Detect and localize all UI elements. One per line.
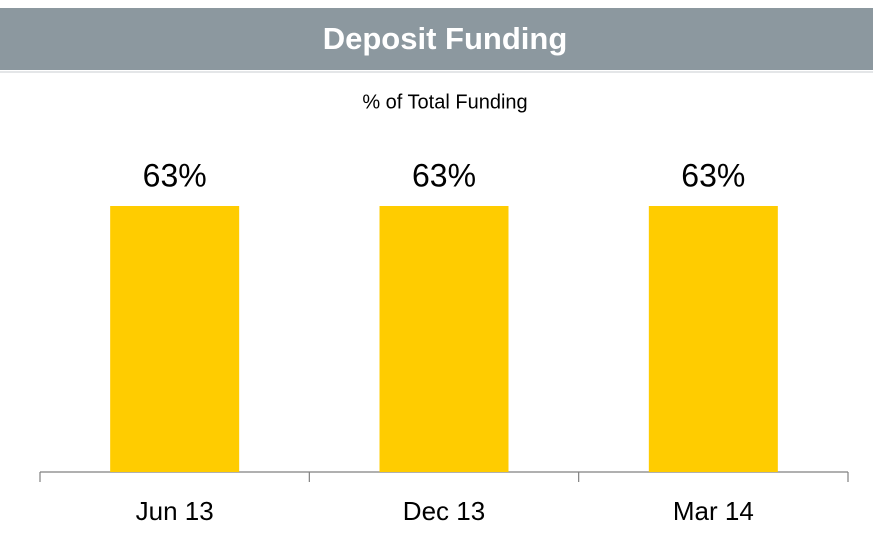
chart-subtitle: % of Total Funding xyxy=(362,91,527,113)
bar xyxy=(379,206,509,472)
header-band xyxy=(0,8,873,70)
value-label: 63% xyxy=(681,157,745,193)
x-tick-label: Jun 13 xyxy=(136,496,214,526)
bar xyxy=(648,206,778,472)
bar xyxy=(110,206,240,472)
x-tick-label: Dec 13 xyxy=(403,496,485,526)
chart-title: Deposit Funding xyxy=(323,21,568,56)
x-tick-label: Mar 14 xyxy=(673,496,754,526)
value-label: 63% xyxy=(143,157,207,193)
value-label: 63% xyxy=(412,157,476,193)
